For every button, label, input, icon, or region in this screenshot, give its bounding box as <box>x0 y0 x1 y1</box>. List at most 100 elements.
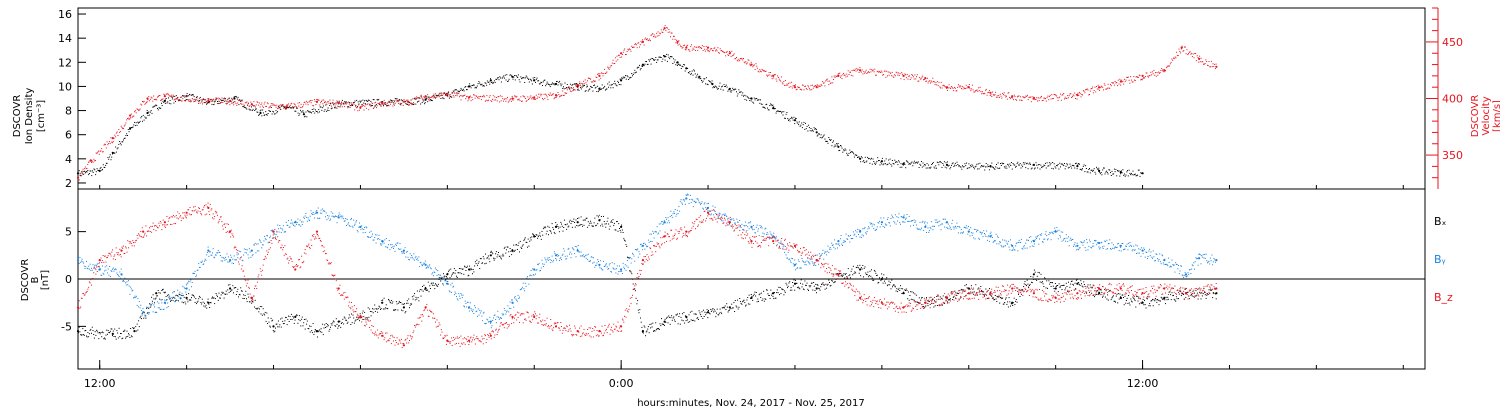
sample-point <box>889 71 891 73</box>
sample-point <box>192 94 194 96</box>
sample-point <box>471 85 473 87</box>
sample-point <box>957 84 959 86</box>
sample-point <box>1069 93 1071 95</box>
sample-point <box>923 307 925 309</box>
sample-point <box>188 95 190 97</box>
sample-point <box>1056 97 1058 99</box>
sample-point <box>498 252 499 253</box>
sample-point <box>448 92 450 94</box>
sample-point <box>107 157 109 159</box>
sample-point <box>871 69 873 71</box>
sample-point <box>259 106 261 108</box>
sample-point <box>475 86 477 88</box>
sample-point <box>317 112 319 114</box>
sample-point <box>510 100 512 102</box>
sample-point <box>786 83 788 85</box>
sample-point <box>292 223 294 225</box>
sample-point <box>815 85 817 87</box>
sample-point <box>689 71 691 72</box>
sample-point <box>101 169 103 171</box>
sample-point <box>138 306 140 308</box>
sample-point <box>642 64 644 65</box>
sample-point <box>841 78 843 80</box>
sample-point <box>1068 281 1069 283</box>
sample-point <box>319 111 320 113</box>
sample-point <box>1208 61 1210 62</box>
sample-point <box>261 306 263 308</box>
sample-point <box>319 212 321 214</box>
sample-point <box>799 288 801 290</box>
sample-point <box>538 83 540 85</box>
sample-point <box>924 164 926 165</box>
sample-point <box>493 259 495 261</box>
sample-point <box>815 85 817 87</box>
sample-point <box>1003 92 1005 94</box>
sample-point <box>507 246 509 248</box>
sample-point <box>1030 276 1032 277</box>
sample-point <box>494 258 496 260</box>
sample-point <box>137 329 139 331</box>
sample-point <box>420 94 422 96</box>
sample-point <box>1075 98 1076 99</box>
sample-point <box>182 285 184 287</box>
sample-point <box>715 49 717 51</box>
sample-point <box>452 90 454 92</box>
sample-point <box>1091 88 1093 89</box>
sample-point <box>464 86 466 88</box>
sample-point <box>869 68 871 70</box>
sample-point <box>627 48 629 50</box>
sample-point <box>335 103 337 105</box>
sample-point <box>602 88 604 89</box>
sample-point <box>1101 291 1103 293</box>
sample-point <box>886 164 888 166</box>
sample-point <box>93 334 95 335</box>
sample-point <box>316 111 318 112</box>
sample-point <box>1207 64 1208 66</box>
sample-point <box>1038 278 1040 280</box>
sample-point <box>251 255 253 257</box>
sample-point <box>980 91 982 93</box>
sample-point <box>244 107 246 108</box>
sample-point <box>393 309 395 311</box>
sample-point <box>780 111 782 112</box>
sample-point <box>986 94 988 96</box>
sample-point <box>597 73 599 75</box>
sample-point <box>306 102 308 104</box>
sample-point <box>507 96 508 98</box>
sample-point <box>623 238 625 240</box>
sample-point <box>468 98 470 100</box>
sample-point <box>274 233 276 235</box>
sample-point <box>766 103 768 105</box>
sample-point <box>1155 75 1157 77</box>
sample-point <box>697 77 699 79</box>
sample-point <box>1110 172 1111 174</box>
sample-point <box>685 49 687 51</box>
sample-point <box>959 290 961 292</box>
sample-point <box>320 328 322 330</box>
sample-point <box>192 94 194 95</box>
sample-point <box>1154 300 1156 302</box>
sample-point <box>413 295 415 297</box>
sample-point <box>125 337 127 339</box>
sample-point <box>385 102 387 104</box>
sample-point <box>396 303 398 305</box>
sample-point <box>296 223 297 225</box>
sample-point <box>283 231 285 233</box>
sample-point <box>431 282 433 284</box>
sample-point <box>1183 50 1185 52</box>
sample-point <box>782 114 784 116</box>
sample-point <box>700 78 702 79</box>
sample-point <box>892 75 894 77</box>
sample-point <box>434 288 436 290</box>
sample-point <box>266 312 268 314</box>
sample-point <box>324 324 326 326</box>
sample-point <box>510 74 512 76</box>
sample-point <box>738 58 740 60</box>
sample-point <box>646 61 647 62</box>
sample-point <box>667 54 669 56</box>
sample-point <box>922 75 924 77</box>
sample-point <box>303 111 305 113</box>
sample-point <box>1191 52 1193 54</box>
sample-point <box>413 97 415 99</box>
